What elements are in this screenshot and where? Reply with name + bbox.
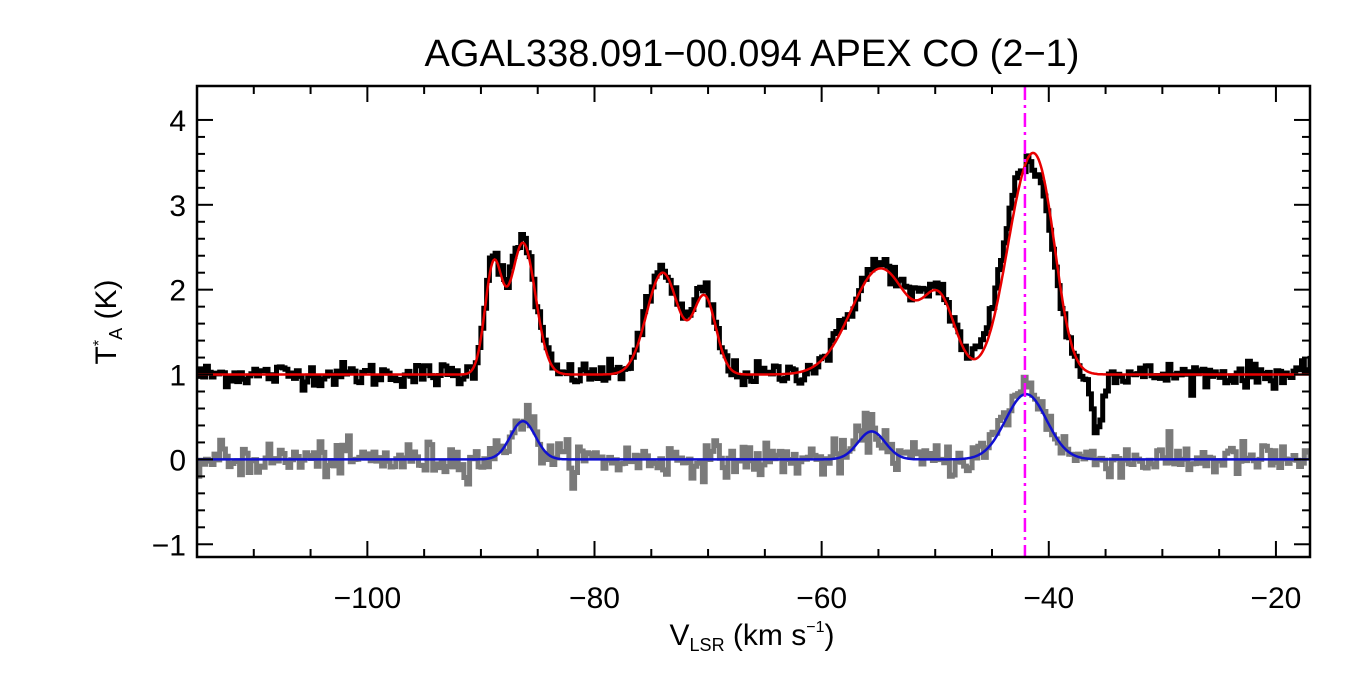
- y-tick-label: 0: [169, 444, 186, 477]
- series-second-spectrum: [197, 374, 1310, 491]
- series-observed-spectrum-offset-1-k: [197, 153, 1310, 436]
- y-axis: −1 0 1 2 3 4: [152, 105, 1310, 562]
- x-tick-label: −20: [1250, 582, 1301, 615]
- series-second-gaussian-fit: [197, 392, 1310, 461]
- plot-frame: [195, 84, 1312, 559]
- y-tick-label: 1: [169, 360, 186, 393]
- plot-area: [197, 86, 1310, 557]
- x-tick-label: −80: [569, 582, 620, 615]
- y-tick-label: −1: [152, 529, 186, 562]
- y-tick-label: 2: [169, 275, 186, 308]
- x-axis-label: VLSR (km s−1): [670, 619, 835, 655]
- x-tick-label: −100: [334, 582, 402, 615]
- series-gaussian-fit: [197, 151, 1310, 376]
- y-tick-label: 3: [169, 190, 186, 223]
- y-axis-label: T*A (K): [90, 280, 126, 365]
- y-tick-label: 4: [169, 105, 186, 138]
- x-tick-label: −60: [796, 582, 847, 615]
- x-tick-label: −40: [1023, 582, 1074, 615]
- x-axis: −100 −80 −60 −40 −20: [252, 86, 1301, 615]
- chart-title: AGAL338.091−00.094 APEX CO (2−1): [425, 33, 1080, 75]
